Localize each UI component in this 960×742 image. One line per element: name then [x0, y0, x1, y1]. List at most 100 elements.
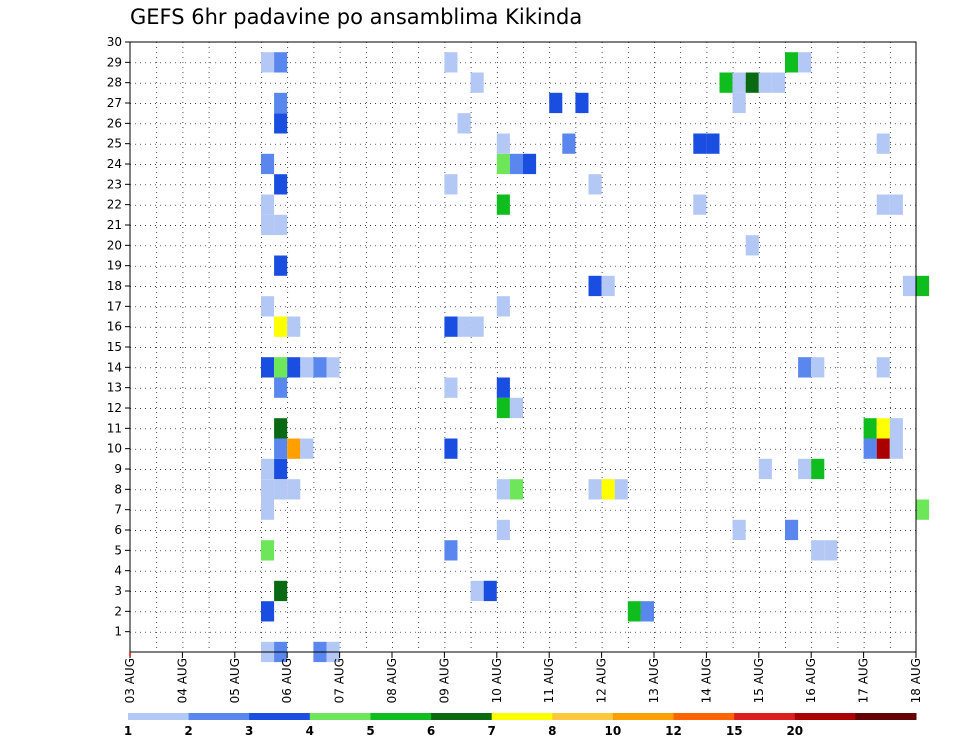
precip-cell: [261, 153, 275, 175]
x-tick-label: 04 AUG: [175, 658, 189, 703]
precip-cell: [313, 357, 327, 378]
precip-cell: [798, 52, 812, 73]
colorbar-label: 2: [184, 724, 192, 738]
y-tick-label: 14: [107, 360, 122, 374]
y-tick-label: 13: [107, 381, 122, 395]
precip-cell: [274, 418, 288, 439]
precip-cell: [693, 133, 707, 154]
precip-cell: [274, 438, 288, 459]
precip-cell: [588, 174, 602, 195]
precip-cell: [785, 52, 799, 73]
precip-cell: [496, 377, 510, 398]
precip-cell: [876, 418, 890, 439]
colorbar-label: 12: [665, 724, 682, 738]
precip-cell: [509, 397, 523, 419]
y-tick-label: 29: [107, 55, 122, 69]
colorbar-swatch: [128, 713, 190, 720]
precip-cell: [261, 214, 275, 236]
y-tick-label: 17: [107, 299, 122, 313]
precip-cell: [876, 357, 890, 378]
precip-cell: [732, 519, 746, 541]
precip-cell: [496, 194, 510, 215]
precip-cell: [640, 601, 654, 622]
precip-cell: [287, 316, 301, 337]
colorbar: 1 2 3 4 5 6 7 8 10 12 15 20: [124, 713, 917, 738]
colorbar-label: 6: [427, 724, 435, 738]
x-tick-label: 15 AUG: [752, 658, 766, 703]
precip-cell: [274, 52, 288, 73]
precip-cell: [287, 438, 301, 459]
precip-cell: [261, 601, 275, 622]
x-tick-label: 08 AUG: [385, 658, 399, 703]
precip-cell: [863, 418, 877, 439]
y-tick-label: 23: [107, 177, 122, 191]
colorbar-label: 15: [726, 724, 743, 738]
plot-frame: [129, 41, 917, 653]
precip-cell: [523, 153, 537, 175]
precip-cell: [274, 214, 288, 236]
precip-cell: [496, 479, 510, 500]
y-tick-label: 15: [107, 340, 122, 354]
y-tick-label: 3: [114, 584, 122, 598]
y-tick-label: 19: [107, 259, 122, 273]
colorbar-swatch: [491, 713, 553, 720]
y-tick-label: 21: [107, 218, 122, 232]
precip-cell: [732, 92, 746, 114]
precip-cell: [876, 438, 890, 459]
precip-cell: [876, 194, 890, 215]
y-tick-label: 18: [107, 279, 122, 293]
precip-cell: [274, 458, 288, 480]
precip-cell: [274, 377, 288, 398]
y-tick-label: 16: [107, 320, 122, 334]
precip-cell: [719, 72, 733, 93]
precip-cell: [274, 113, 288, 134]
colorbar-swatch: [188, 713, 250, 720]
precip-cell: [771, 72, 785, 93]
precip-cell: [444, 52, 458, 73]
precip-cell: [745, 72, 759, 93]
precip-cell: [811, 458, 825, 480]
y-tick-label: 1: [114, 625, 122, 639]
precip-cell: [916, 275, 930, 297]
y-tick-label: 28: [107, 76, 122, 90]
precip-cell: [889, 194, 903, 215]
y-tick-label: 12: [107, 401, 122, 415]
precip-cell: [785, 519, 799, 541]
precip-cell: [824, 540, 838, 561]
y-tick-label: 25: [107, 137, 122, 151]
precip-cell: [562, 133, 576, 154]
precip-cell: [509, 153, 523, 175]
precip-cell: [811, 357, 825, 378]
colorbar-label: 8: [548, 724, 556, 738]
precip-cell: [614, 479, 628, 500]
x-tick-label: 09 AUG: [437, 658, 451, 703]
precip-cell: [889, 418, 903, 439]
y-tick-label: 27: [107, 96, 122, 110]
precip-cell: [261, 52, 275, 73]
precip-cell: [902, 275, 916, 297]
precip-cell: [274, 316, 288, 337]
precip-cell: [274, 357, 288, 378]
precip-cell: [627, 601, 641, 622]
x-tick-label: 06 AUG: [280, 658, 294, 703]
precip-cell: [693, 194, 707, 215]
cells: [261, 52, 930, 663]
colorbar-swatch: [673, 713, 735, 720]
precip-cell: [261, 296, 275, 317]
colorbar-swatch: [309, 713, 371, 720]
precip-cell: [444, 377, 458, 398]
x-tick-label: 13 AUG: [647, 658, 661, 703]
precip-cell: [444, 174, 458, 195]
grid: [130, 42, 916, 652]
x-tick-label: 18 AUG: [909, 658, 923, 703]
precip-cell: [758, 72, 772, 93]
y-tick-label: 24: [107, 157, 122, 171]
precip-cell: [601, 479, 615, 500]
precip-cell: [798, 458, 812, 480]
colorbar-swatch: [612, 713, 674, 720]
y-tick-label: 10: [107, 442, 122, 456]
y-tick-label: 9: [114, 462, 122, 476]
x-tick-label: 11 AUG: [542, 658, 556, 703]
precip-cell: [274, 255, 288, 276]
precip-cell: [326, 357, 340, 378]
